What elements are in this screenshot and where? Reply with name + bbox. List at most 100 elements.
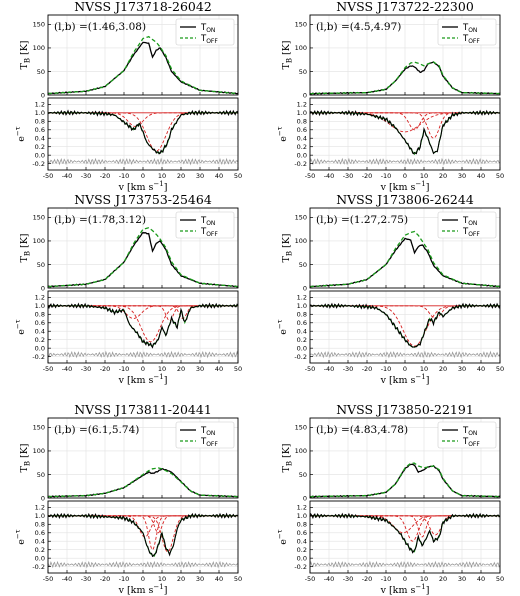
x-tick-label: -10 bbox=[119, 365, 130, 373]
x-tick-label: 30 bbox=[458, 172, 466, 180]
y-axis-label-top: TB [K] bbox=[281, 443, 294, 472]
legend-label-on: TON bbox=[200, 426, 215, 437]
panel-2: NVSS J173722-22300050100150-0.20.00.20.4… bbox=[276, 0, 504, 193]
series-absorption bbox=[47, 302, 239, 349]
y-tick-label: 0.2 bbox=[297, 143, 307, 151]
series-t-off bbox=[310, 61, 500, 95]
y-tick-label: 50 bbox=[37, 261, 45, 269]
y-tick-label: 50 bbox=[37, 68, 45, 76]
y-tick-label: 50 bbox=[299, 471, 307, 479]
y-tick-label: 0.2 bbox=[35, 546, 45, 554]
series-absorption bbox=[309, 512, 501, 554]
y-tick-label: 0.6 bbox=[35, 319, 45, 327]
legend-label-off: TOFF bbox=[200, 437, 218, 448]
panel-title: NVSS J173811-20441 bbox=[74, 402, 212, 417]
y-tick-label: 1.0 bbox=[35, 109, 45, 117]
x-tick-label: 30 bbox=[458, 575, 466, 583]
x-tick-label: 30 bbox=[196, 365, 204, 373]
series-t-on bbox=[309, 61, 501, 95]
y-tick-label: 0.8 bbox=[35, 311, 45, 319]
y-axis-label-top: TB [K] bbox=[19, 443, 32, 472]
x-tick-label: 50 bbox=[496, 172, 504, 180]
panel-title: NVSS J173753-25464 bbox=[74, 192, 212, 207]
x-tick-label: 10 bbox=[158, 575, 166, 583]
x-tick-label: -30 bbox=[81, 172, 92, 180]
y-tick-label: -0.2 bbox=[32, 160, 45, 168]
y-axis-label-bottom: e−τ bbox=[14, 319, 27, 334]
panel-5: NVSS J173811-20441050100150-0.20.00.20.4… bbox=[14, 402, 242, 596]
series-residual bbox=[47, 157, 239, 166]
y-tick-label: 150 bbox=[33, 214, 45, 222]
y-tick-label: 0 bbox=[303, 284, 307, 292]
y-axis-label-bottom: e−τ bbox=[276, 529, 289, 544]
y-tick-label: 0 bbox=[303, 91, 307, 99]
legend-label-on: TON bbox=[462, 426, 477, 437]
y-tick-label: 0.4 bbox=[35, 538, 45, 546]
x-tick-label: 0 bbox=[141, 172, 145, 180]
x-tick-label: 20 bbox=[177, 365, 185, 373]
series-absorption bbox=[47, 109, 239, 155]
y-tick-label: 0.0 bbox=[297, 554, 307, 562]
y-tick-label: 150 bbox=[295, 214, 307, 222]
y-tick-label: 0.0 bbox=[297, 151, 307, 159]
series-absorption bbox=[47, 512, 239, 558]
panel-1: NVSS J173718-26042050100150-0.20.00.20.4… bbox=[14, 0, 242, 193]
x-tick-label: 50 bbox=[496, 575, 504, 583]
y-tick-label: 0.6 bbox=[297, 126, 307, 134]
legend-label-off: TOFF bbox=[462, 34, 480, 45]
x-tick-label: 50 bbox=[234, 172, 242, 180]
x-tick-label: 0 bbox=[403, 172, 407, 180]
y-tick-label: 0.8 bbox=[297, 311, 307, 319]
x-tick-label: 30 bbox=[458, 365, 466, 373]
x-tick-label: -50 bbox=[305, 575, 316, 583]
x-tick-label: -10 bbox=[119, 575, 130, 583]
x-tick-label: 50 bbox=[234, 365, 242, 373]
y-tick-label: 0.6 bbox=[35, 529, 45, 537]
y-tick-label: 0.0 bbox=[35, 554, 45, 562]
series-absorption bbox=[309, 302, 501, 348]
y-tick-label: 0.6 bbox=[297, 319, 307, 327]
y-tick-label: 0.2 bbox=[35, 143, 45, 151]
series-t-off bbox=[48, 467, 238, 498]
x-tick-label: -10 bbox=[119, 172, 130, 180]
y-tick-label: 150 bbox=[295, 21, 307, 29]
x-tick-label: -20 bbox=[100, 575, 111, 583]
x-tick-label: 40 bbox=[477, 365, 485, 373]
x-tick-label: -40 bbox=[324, 365, 335, 373]
y-tick-label: 1.0 bbox=[35, 302, 45, 310]
y-tick-label: 1.2 bbox=[35, 101, 45, 109]
galactic-coords: (l,b) =(4.5,4.97) bbox=[316, 21, 401, 33]
y-tick-label: 1.2 bbox=[35, 294, 45, 302]
y-tick-label: 0.8 bbox=[35, 118, 45, 126]
y-tick-label: 1.2 bbox=[297, 101, 307, 109]
x-axis-label: v [km s−1] bbox=[118, 373, 168, 386]
series-t-on bbox=[309, 237, 501, 288]
y-tick-label: 150 bbox=[295, 424, 307, 432]
x-tick-label: -30 bbox=[343, 365, 354, 373]
y-tick-label: 0.8 bbox=[35, 521, 45, 529]
y-tick-label: 0.6 bbox=[35, 126, 45, 134]
panel-title: NVSS J173722-22300 bbox=[336, 0, 474, 14]
y-tick-label: 100 bbox=[295, 237, 307, 245]
y-tick-label: 0.6 bbox=[297, 529, 307, 537]
panel-title: NVSS J173718-26042 bbox=[74, 0, 212, 14]
legend-label-off: TOFF bbox=[200, 227, 218, 238]
series-absorption bbox=[309, 109, 501, 155]
x-tick-label: 50 bbox=[496, 365, 504, 373]
y-tick-label: 0.4 bbox=[297, 135, 307, 143]
series-residual bbox=[47, 350, 239, 359]
y-tick-label: 0.2 bbox=[297, 546, 307, 554]
x-tick-label: -50 bbox=[305, 365, 316, 373]
panel-4: NVSS J173806-26244050100150-0.20.00.20.4… bbox=[276, 192, 504, 386]
series-residual bbox=[309, 350, 501, 359]
x-tick-label: 20 bbox=[439, 172, 447, 180]
y-axis-label-top: TB [K] bbox=[19, 233, 32, 262]
y-axis-label-top: TB [K] bbox=[19, 40, 32, 69]
x-tick-label: 40 bbox=[215, 172, 223, 180]
x-axis-label: v [km s−1] bbox=[380, 583, 430, 596]
x-tick-label: 20 bbox=[177, 172, 185, 180]
x-tick-label: 0 bbox=[403, 365, 407, 373]
series-t-off bbox=[47, 35, 239, 95]
x-tick-label: -40 bbox=[62, 575, 73, 583]
